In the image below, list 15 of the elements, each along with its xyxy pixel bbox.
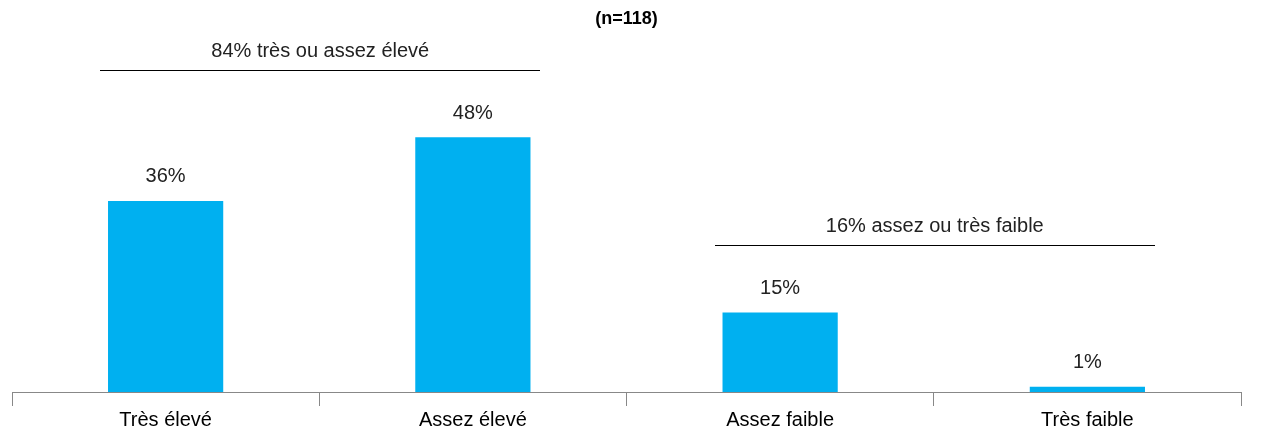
x-tick-label: Très faible (1041, 407, 1134, 430)
annotation: 16% assez ou très faible (825, 213, 1044, 236)
data-label: 1% (1072, 350, 1103, 373)
x-tick-label: Assez faible (726, 407, 835, 430)
data-label: 36% (145, 164, 186, 187)
data-label: 15% (760, 275, 801, 298)
bar (108, 200, 224, 392)
bar (722, 312, 838, 392)
data-label: 48% (452, 100, 494, 123)
x-tick-label: Très élevé (119, 407, 212, 430)
text: 84% très ou assez élevé (211, 38, 430, 61)
x-tick-label: Assez élevé (418, 407, 527, 430)
bar (1029, 386, 1145, 392)
bar (415, 137, 531, 392)
chart-title: (n=118) (595, 7, 658, 28)
